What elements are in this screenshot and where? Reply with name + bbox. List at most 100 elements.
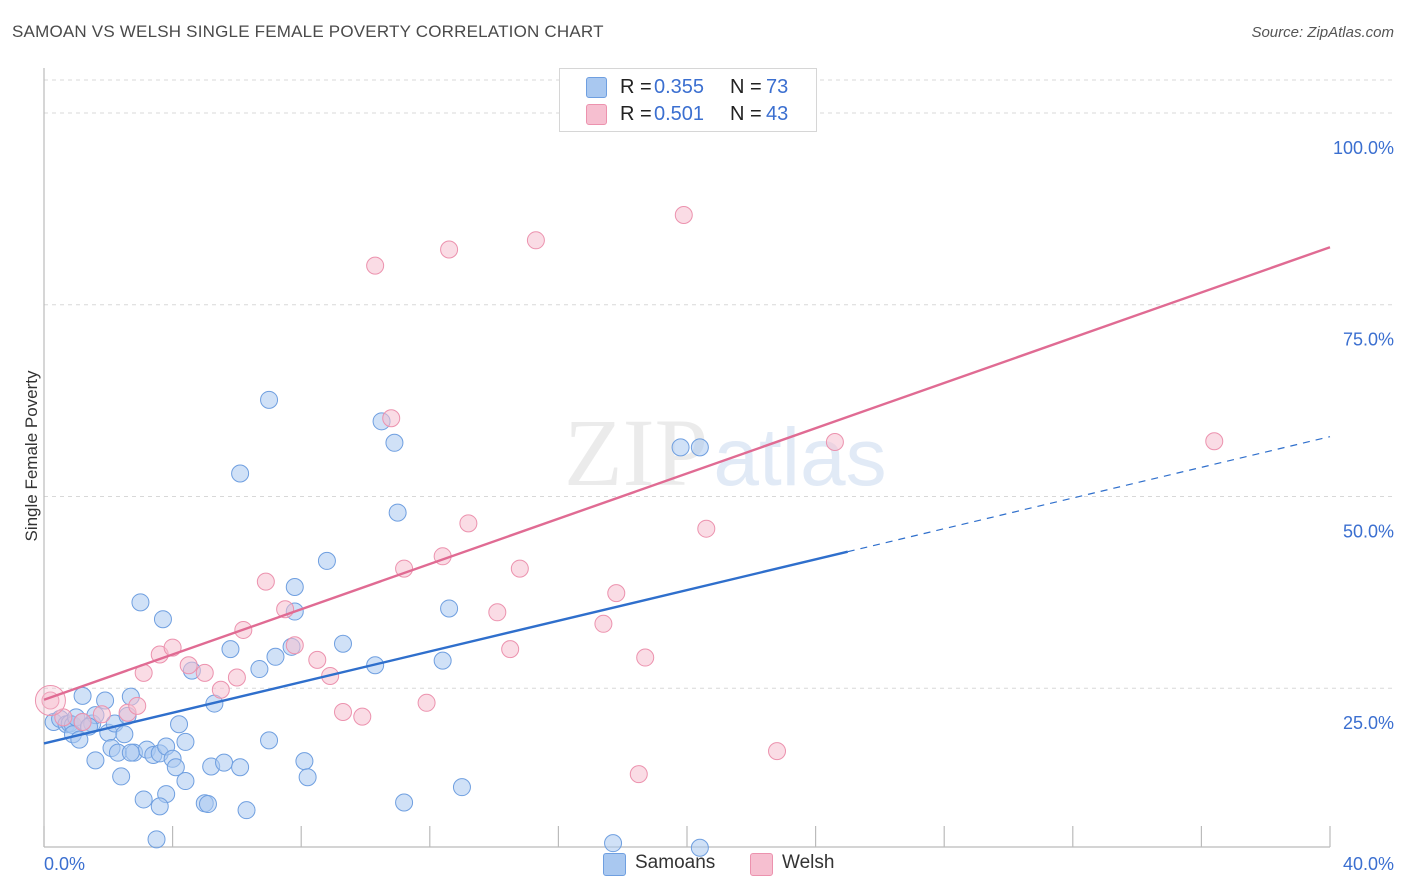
y-tick-label: 100.0%	[1333, 138, 1394, 158]
samoans-point	[604, 834, 623, 853]
welsh-point	[227, 668, 246, 687]
samoans-point	[231, 464, 250, 483]
samoans-point	[176, 772, 195, 791]
welsh-point	[211, 680, 230, 699]
welsh-point	[488, 603, 507, 622]
samoans-point	[176, 732, 195, 751]
welsh-point	[594, 614, 613, 633]
welsh-point	[636, 648, 655, 667]
samoans-point	[395, 793, 414, 812]
samoans-legend-label: Samoans	[635, 852, 716, 873]
welsh-point	[195, 663, 214, 682]
legend-r-label: R =	[620, 75, 652, 98]
correlation-legend: R = 0.355 N = 73 R = 0.501 N = 43	[559, 68, 817, 132]
welsh-swatch	[586, 103, 607, 125]
legend-n-value: 43	[766, 102, 789, 125]
samoans-point	[86, 751, 105, 770]
samoans-point	[134, 790, 153, 809]
samoans-point	[166, 758, 185, 777]
samoans-trend-line	[43, 550, 849, 745]
welsh-point	[92, 705, 111, 724]
y-axis-label: Single Female Poverty	[22, 370, 41, 542]
samoans-point	[385, 433, 404, 452]
welsh-point	[285, 636, 304, 655]
welsh-point	[825, 433, 844, 452]
welsh-point	[256, 572, 275, 591]
chart-source: Source: ZipAtlas.com	[1251, 24, 1394, 41]
axes	[43, 68, 1331, 848]
welsh-point	[353, 707, 372, 726]
samoans-swatch	[586, 76, 607, 98]
samoans-point	[690, 838, 709, 857]
samoans-point	[153, 610, 172, 629]
welsh-legend-label: Welsh	[782, 852, 835, 873]
samoans-point	[260, 731, 279, 750]
samoans-point	[121, 743, 140, 762]
samoans-point	[215, 753, 234, 772]
welsh-point	[674, 205, 693, 224]
legend-n-label: N =	[730, 102, 762, 125]
gridlines	[44, 79, 1394, 689]
samoans-point	[237, 801, 256, 820]
welsh-point	[128, 696, 147, 715]
legend-r-value: 0.501	[654, 102, 705, 125]
samoans-point	[440, 599, 459, 618]
welsh-point	[459, 514, 478, 533]
welsh-point	[697, 519, 716, 538]
samoans-point	[671, 438, 690, 457]
y-tick-label: 50.0%	[1343, 521, 1394, 541]
x-tick-labels: 0.0% 40.0%	[44, 854, 1394, 874]
legend-n-value: 73	[766, 75, 789, 98]
samoans-point	[198, 795, 217, 814]
samoans-point	[260, 390, 279, 409]
y-tick-labels: 25.0% 50.0% 75.0% 100.0%	[1333, 138, 1394, 733]
samoans-point	[115, 725, 134, 744]
welsh-point	[629, 765, 648, 784]
welsh-point	[440, 240, 459, 259]
welsh-point	[501, 640, 520, 659]
samoans-point	[221, 640, 240, 659]
welsh-point	[526, 231, 545, 250]
welsh-point	[382, 409, 401, 428]
samoans-point	[147, 830, 166, 849]
x-tick-label-left: 0.0%	[44, 854, 85, 874]
welsh-point	[607, 584, 626, 603]
welsh-point	[366, 256, 385, 275]
samoans-point	[112, 767, 131, 786]
samoans-point	[170, 715, 189, 734]
y-tick-label: 25.0%	[1343, 713, 1394, 733]
chart-title: SAMOAN VS WELSH SINGLE FEMALE POVERTY CO…	[12, 22, 604, 41]
welsh-point	[510, 559, 529, 578]
samoans-point	[285, 577, 304, 596]
samoans-point	[388, 503, 407, 522]
watermark-atlas: atlas	[713, 412, 886, 503]
welsh-point	[417, 693, 436, 712]
samoans-point	[452, 778, 471, 797]
welsh-point-large	[34, 685, 66, 717]
samoans-point	[295, 752, 314, 771]
samoans-point	[131, 593, 150, 612]
legend-r-value: 0.355	[654, 75, 705, 98]
welsh-legend-swatch	[750, 853, 773, 876]
samoans-point	[690, 438, 709, 457]
y-tick-label: 75.0%	[1343, 330, 1394, 350]
watermark: ZIP atlas	[564, 399, 887, 506]
welsh-point	[308, 650, 327, 669]
samoans-point	[433, 651, 452, 670]
samoans-point	[150, 797, 169, 816]
welsh-point	[179, 656, 198, 675]
welsh-point	[768, 742, 787, 761]
welsh-trend-line	[43, 246, 1331, 701]
samoans-point	[317, 551, 336, 570]
samoans-legend-swatch	[603, 853, 626, 876]
legend-r-label: R =	[620, 102, 652, 125]
samoans-point	[73, 686, 92, 705]
samoans-trend-extension	[847, 436, 1331, 553]
welsh-point	[73, 712, 92, 731]
x-tick-label-right: 40.0%	[1343, 854, 1394, 874]
trend-lines	[43, 246, 1331, 745]
samoans-point	[266, 647, 285, 666]
samoans-point	[333, 634, 352, 653]
welsh-point	[1205, 432, 1224, 451]
